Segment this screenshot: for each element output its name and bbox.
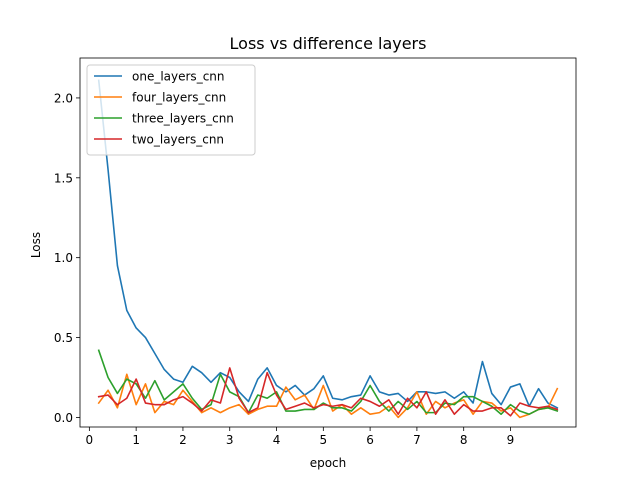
legend-label-one_layers_cnn: one_layers_cnn bbox=[132, 70, 225, 84]
y-axis-label: Loss bbox=[29, 232, 43, 258]
x-tick-label: 9 bbox=[507, 433, 515, 447]
plot-area bbox=[97, 79, 559, 419]
y-tick-label: 0.0 bbox=[54, 411, 73, 425]
y-tick-label: 1.5 bbox=[54, 171, 73, 185]
legend-box bbox=[86, 64, 256, 156]
chart-title: Loss vs difference layers bbox=[230, 34, 427, 53]
x-tick-label: 7 bbox=[413, 433, 421, 447]
x-tick-label: 5 bbox=[320, 433, 328, 447]
legend-label-two_layers_cnn: two_layers_cnn bbox=[132, 133, 224, 147]
x-tick-label: 0 bbox=[86, 433, 94, 447]
plot-frame bbox=[79, 57, 577, 428]
legend-label-four_layers_cnn: four_layers_cnn bbox=[132, 91, 226, 105]
y-tick-label: 2.0 bbox=[54, 91, 73, 105]
legend-label-three_layers_cnn: three_layers_cnn bbox=[132, 112, 234, 126]
series-line-one_layers_cnn bbox=[97, 79, 559, 409]
x-tick-label: 6 bbox=[366, 433, 374, 447]
legend: one_layers_cnn four_layers_cnn three_layer… bbox=[86, 64, 256, 156]
y-tick-label: 1.0 bbox=[54, 251, 73, 265]
y-tick-label: 0.5 bbox=[54, 331, 73, 345]
x-tick-label: 3 bbox=[226, 433, 234, 447]
x-tick-label: 2 bbox=[179, 433, 187, 447]
series-line-two_layers_cnn bbox=[97, 367, 559, 417]
x-tick-label: 4 bbox=[273, 433, 281, 447]
axes: 0 1 2 3 4 5 6 7 8 9 0.0 0.5 1.0 1.5 2.0 bbox=[54, 57, 577, 447]
x-tick-label: 8 bbox=[460, 433, 468, 447]
x-axis-label: epoch bbox=[310, 456, 347, 470]
x-tick-label: 1 bbox=[132, 433, 140, 447]
series-line-four_layers_cnn bbox=[97, 373, 559, 419]
